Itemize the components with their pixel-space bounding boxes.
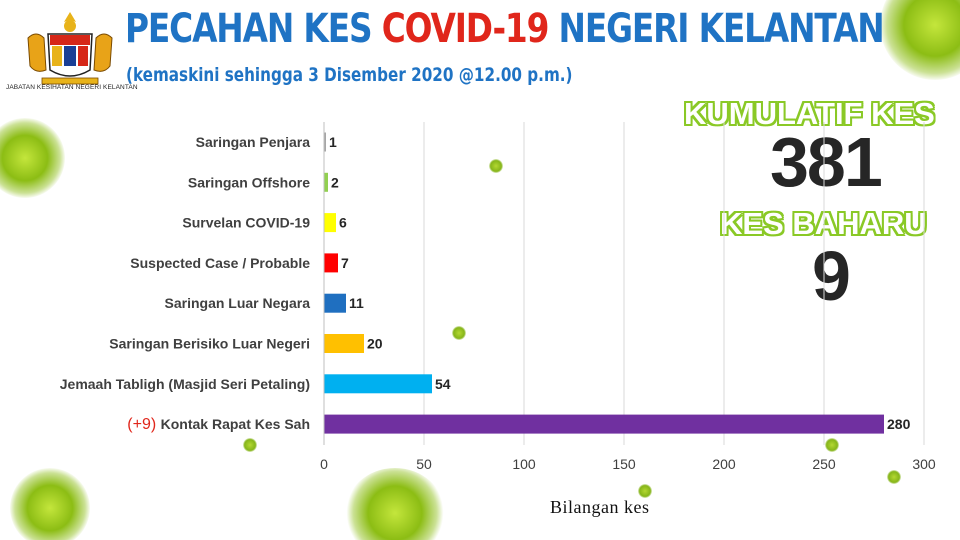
cumulative-cases-value: 381	[770, 123, 883, 201]
new-cases-value: 9	[812, 237, 851, 315]
category-label: Saringan Berisiko Luar Negeri	[109, 336, 310, 352]
jabatan-kesihatan-logo	[27, 12, 113, 85]
value-label: 20	[367, 336, 383, 352]
bar	[324, 293, 346, 313]
new-cases-label: KES BAHARU	[720, 206, 927, 241]
page-title: PECAHAN KES COVID-19 NEGERI KELANTAN	[125, 6, 885, 52]
virus-dot	[489, 159, 503, 173]
bar	[324, 253, 338, 273]
category-label: Saringan Penjara	[196, 134, 311, 150]
new-cases-prefix: (+9)	[127, 416, 160, 433]
value-label: 11	[349, 295, 364, 311]
category-label: Jemaah Tabligh (Masjid Seri Petaling)	[60, 376, 310, 392]
bar	[324, 172, 328, 192]
bar	[324, 213, 336, 233]
category-label: Survelan COVID-19	[182, 215, 310, 231]
cumulative-cases-label: KUMULATIF KES	[684, 96, 935, 131]
bar	[324, 414, 884, 434]
value-label: 6	[339, 215, 347, 231]
x-tick-label: 100	[512, 456, 536, 472]
update-subtitle: (kemaskini sehingga 3 Disember 2020 @12.…	[126, 64, 573, 86]
x-tick-label: 150	[612, 456, 636, 472]
virus-decoration-bottom-left	[10, 468, 90, 540]
logo-caption: JABATAN KESIHATAN NEGERI KELANTAN	[6, 84, 138, 91]
virus-dot	[825, 438, 839, 452]
value-label: 280	[887, 416, 911, 432]
x-tick-label: 0	[320, 456, 328, 472]
virus-decoration-bottom-center	[345, 468, 445, 540]
virus-dot	[452, 326, 466, 340]
category-label-text: Kontak Rapat Kes Sah	[161, 416, 310, 432]
virus-dot	[638, 484, 652, 498]
bar	[324, 132, 326, 152]
x-tick-label: 50	[416, 456, 432, 472]
category-label: (+9) Kontak Rapat Kes Sah	[127, 416, 310, 433]
bar	[324, 374, 432, 394]
value-label: 1	[329, 134, 337, 150]
x-axis-label: Bilangan kes	[550, 497, 650, 517]
virus-dot	[887, 470, 901, 484]
category-label: Suspected Case / Probable	[130, 255, 310, 271]
virus-decoration-left	[0, 118, 65, 198]
x-tick-label: 200	[712, 456, 736, 472]
title-covid: COVID-19	[381, 6, 550, 52]
title-part-3: NEGERI KELANTAN	[548, 6, 885, 52]
value-label: 54	[435, 376, 451, 392]
bar	[324, 334, 364, 353]
x-tick-label: 250	[812, 456, 836, 472]
virus-dot	[243, 438, 257, 452]
value-label: 2	[331, 174, 339, 190]
value-label: 7	[341, 255, 349, 271]
x-tick-label: 300	[912, 456, 936, 472]
title-part-1: PECAHAN KES	[125, 6, 382, 52]
category-label: Saringan Offshore	[188, 174, 310, 190]
category-label: Saringan Luar Negara	[165, 295, 311, 311]
